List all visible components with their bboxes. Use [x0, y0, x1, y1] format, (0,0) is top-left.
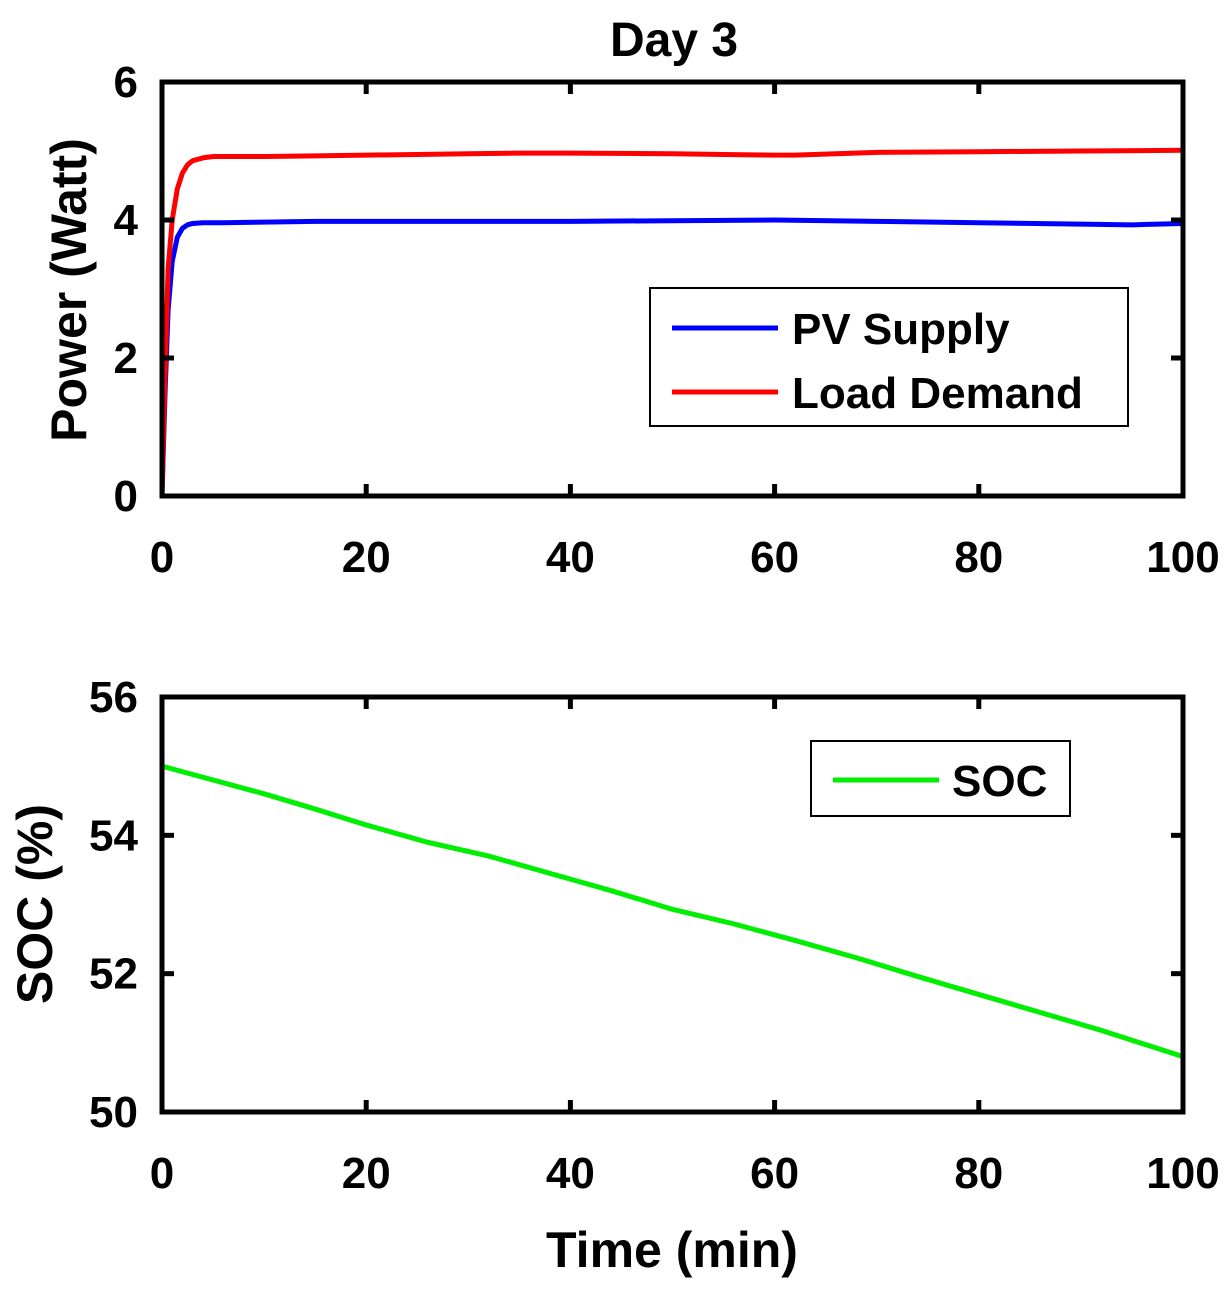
power-chart-ytick-label: 2 [114, 334, 138, 383]
soc-chart-xtick-label: 20 [342, 1149, 391, 1198]
soc-chart-ytick-label: 54 [89, 811, 138, 860]
power-chart-xtick-label: 20 [342, 533, 391, 582]
power-chart-legend-label: Load Demand [792, 369, 1083, 418]
soc-chart: SOC (%) Time (min) 0 20 40 60 80 100 50 52 54 56 S… [7, 673, 1220, 1278]
soc-chart-xlabel: Time (min) [546, 1222, 798, 1278]
power-chart: Day 3 Power (Watt) 0 20 40 60 80 100 0 2 4 6 PV Su… [41, 14, 1220, 582]
power-chart-xtick-label: 0 [150, 533, 174, 582]
soc-chart-series-line-soc [162, 763, 1183, 1060]
power-chart-title: Day 3 [610, 14, 738, 67]
power-chart-legend-box [649, 287, 1129, 427]
soc-chart-axes-frame [159, 694, 1186, 1115]
soc-chart-xtick-label: 60 [750, 1149, 799, 1198]
power-chart-ytick-label: 0 [114, 472, 138, 521]
power-chart-xtick-label: 100 [1146, 533, 1219, 582]
power-chart-series-line-pv-supply [162, 217, 1183, 496]
power-chart-legend: PV Supply Load Demand [649, 287, 1129, 427]
power-chart-plot-area: 0 20 40 60 80 100 0 2 4 6 PV Supply Load Demand [114, 58, 1220, 582]
power-chart-ytick-label: 4 [114, 196, 139, 245]
power-chart-series-line-load-demand [162, 147, 1183, 496]
soc-chart-xtick-label: 100 [1146, 1149, 1219, 1198]
power-chart-ytick-label: 6 [114, 58, 138, 107]
power-chart-ylabel: Power (Watt) [41, 138, 97, 442]
soc-chart-legend-label: SOC [952, 757, 1047, 806]
power-chart-axes-frame [159, 79, 1186, 499]
soc-chart-ylabel: SOC (%) [7, 804, 63, 1004]
soc-chart-ytick-label: 52 [89, 950, 138, 999]
soc-chart-ytick-label: 50 [89, 1088, 138, 1137]
soc-chart-xtick-label: 40 [546, 1149, 595, 1198]
power-chart-xtick-label: 40 [546, 533, 595, 582]
soc-chart-xtick-label: 0 [150, 1149, 174, 1198]
soc-chart-legend: SOC [810, 740, 1071, 817]
soc-chart-plot-area: 0 20 40 60 80 100 50 52 54 56 SOC [89, 673, 1220, 1198]
power-chart-legend-label: PV Supply [792, 305, 1010, 354]
power-chart-xtick-label: 60 [750, 533, 799, 582]
power-chart-xtick-label: 80 [954, 533, 1003, 582]
soc-chart-ytick-label: 56 [89, 673, 138, 722]
soc-chart-xtick-label: 80 [954, 1149, 1003, 1198]
